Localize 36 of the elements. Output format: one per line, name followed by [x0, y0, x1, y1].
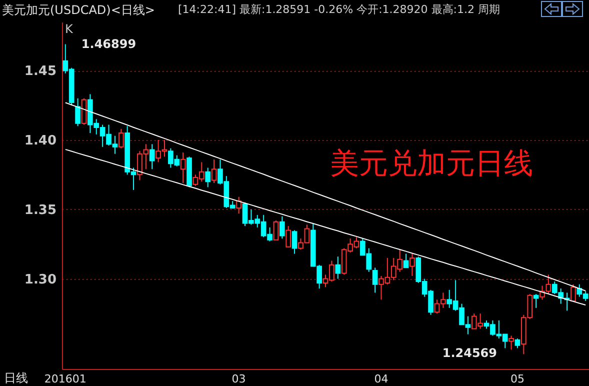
y-tick-label: 1.35	[24, 202, 56, 218]
chart-subtitle: [14:22:41] 最新:1.28591 -0.26% 今开:1.28920 最高:1.2 周期	[178, 2, 500, 17]
candlestick	[236, 196, 242, 214]
candlestick	[292, 230, 298, 254]
y-tick-label: 1.45	[24, 64, 56, 80]
candlestick	[81, 98, 87, 126]
candlestick	[570, 284, 576, 302]
text: 日线	[4, 370, 28, 386]
x-tick-label: 03	[232, 372, 246, 386]
candlestick	[372, 267, 378, 294]
x-tick-label: 201601	[44, 372, 86, 386]
x-tick-label: 04	[374, 372, 388, 386]
x-tick-label: 05	[510, 372, 524, 386]
candlestick	[514, 338, 520, 349]
annotation: 1.24569	[442, 346, 497, 360]
candlestick	[279, 216, 285, 240]
candlestick	[403, 253, 409, 268]
candlestick	[273, 220, 279, 240]
candlestick	[286, 226, 292, 248]
annotation: 美元兑加元日线	[330, 146, 533, 180]
candlestick	[75, 98, 80, 127]
candlestick	[180, 152, 186, 184]
candlestick	[205, 167, 211, 188]
candlestick	[211, 158, 217, 184]
y-tick-label: 1.30	[24, 272, 56, 288]
y-tick-label: 1.40	[24, 133, 56, 148]
candlestick	[508, 335, 514, 350]
candlestick	[335, 256, 341, 280]
chart-title: 美元加元(USDCAD)<日线>	[2, 2, 155, 19]
candlestick	[410, 253, 415, 277]
candlestick	[149, 144, 155, 170]
annotation: K	[65, 22, 74, 36]
annotation: 1.46899	[81, 37, 136, 52]
candlestick	[533, 294, 539, 308]
candlestick	[118, 128, 124, 149]
line-series	[64, 148, 586, 306]
